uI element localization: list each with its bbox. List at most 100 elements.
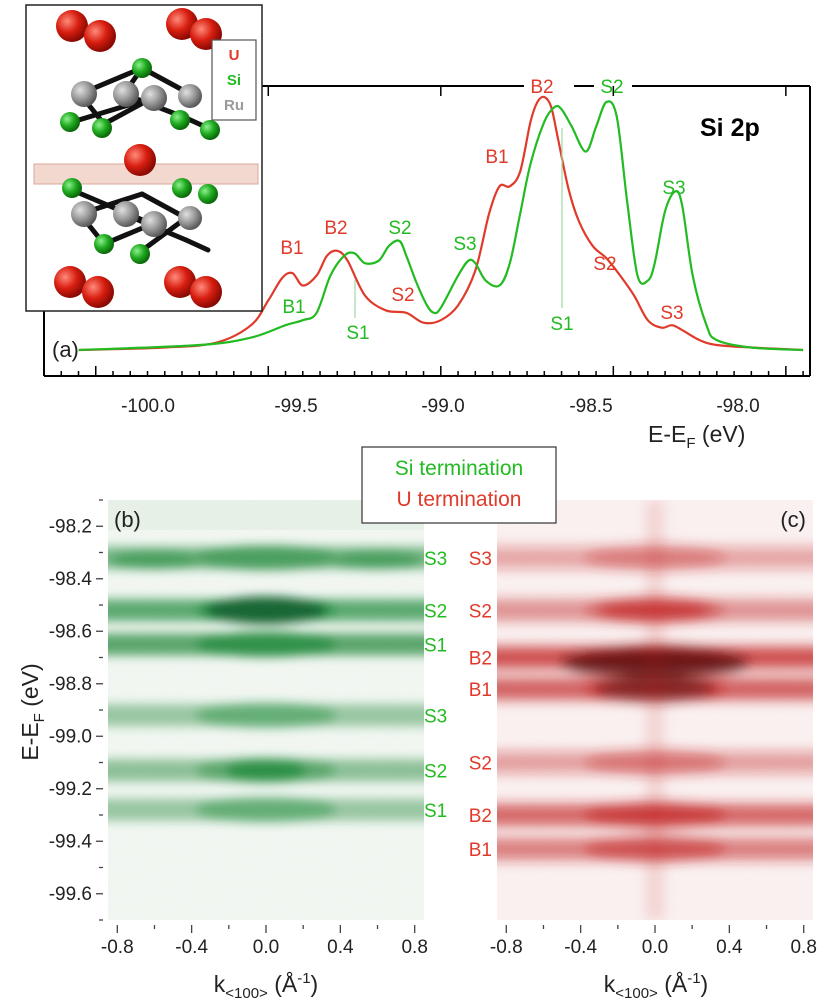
peak-label: S2 <box>388 218 411 239</box>
y-ticks: -98.2 -98.4 -98.6 -98.8 -99.0 -99.2 -99.4 -99.6 <box>49 499 103 921</box>
panel-c: (c) S3 S2 B2 B1 S2 B2 B1 <box>469 500 813 920</box>
panel-a-ticks <box>60 86 804 376</box>
k-label-main: k <box>214 971 226 997</box>
crystal-structure-inset: U Si Ru <box>25 4 263 312</box>
si-atoms <box>60 58 220 264</box>
k-label-sup: -1 <box>687 970 700 987</box>
x-tick-label: -100.0 <box>121 396 175 417</box>
band-label: B2 <box>469 806 492 827</box>
band-label: S3 <box>424 549 447 570</box>
y-axis-label: E-EF (eV) <box>17 663 48 760</box>
k-label-close: ) <box>701 971 709 997</box>
y-tick-label: -98.4 <box>49 569 93 590</box>
x-ticks-c: -0.8 -0.4 0.0 0.4 0.8 <box>490 925 817 958</box>
band-label: S1 <box>424 635 447 656</box>
band-label: S2 <box>469 601 492 622</box>
k-label-unit: (Å <box>658 970 688 997</box>
k-label-main: k <box>604 971 616 997</box>
bottom-axes: -98.2 -98.4 -98.6 -98.8 -99.0 -99.2 -99.4 -99.6… <box>17 499 817 1002</box>
y-tick-label: -98.2 <box>49 516 92 537</box>
x-tick-label: 0.4 <box>327 937 354 958</box>
peak-label: B1 <box>280 238 303 259</box>
panel-label: (c) <box>780 507 806 532</box>
band-label: S1 <box>424 801 447 822</box>
y-tick-label: -98.6 <box>49 621 92 642</box>
peak-label: B1 <box>282 297 305 318</box>
x-tick-label: 0.4 <box>716 937 743 958</box>
peak-label: B2 <box>530 77 553 98</box>
legend-si: Si <box>227 72 241 89</box>
spectrum-title: Si 2p <box>700 114 760 142</box>
panel-b-noise <box>108 500 424 920</box>
panel-a-tick-labels: -100.0 -99.5 -99.0 -98.5 -98.0 <box>121 396 760 417</box>
k-label-sub: <100> <box>225 985 268 1002</box>
band-label: S2 <box>424 601 447 622</box>
termination-legend: Si termination U termination <box>361 446 557 524</box>
peak-label: B2 <box>324 218 347 239</box>
band-label: B2 <box>469 649 492 670</box>
spectrum-curves <box>78 95 804 352</box>
inset-legend-box <box>211 39 257 121</box>
peak-label: S1 <box>550 314 573 335</box>
x-axis-label-b: k<100> (Å-1) <box>214 970 318 1002</box>
x-tick-label: 0.8 <box>401 937 427 958</box>
peak-label: S2 <box>600 77 623 98</box>
k-label-unit: (Å <box>268 970 298 997</box>
peak-label: S1 <box>346 323 369 344</box>
k-label-sup: -1 <box>297 970 310 987</box>
x-axis-label-main: E-E <box>648 421 686 447</box>
peak-label: B1 <box>485 147 508 168</box>
y-tick-label: -99.6 <box>49 884 92 905</box>
peak-label: S3 <box>660 303 683 324</box>
peak-labels: B1 B2 S2 B1 B2 S2 S3 B1 S1 S2 S3 S1 S2 S… <box>280 77 685 344</box>
band-label: S3 <box>424 706 447 727</box>
x-tick-label: -99.5 <box>274 396 317 417</box>
x-tick-label: 0.8 <box>790 937 816 958</box>
x-tick-label: 0.0 <box>253 937 279 958</box>
band-label: B1 <box>469 840 492 861</box>
legend-u-termination: U termination <box>397 488 522 511</box>
k-label-sub: <100> <box>615 985 658 1002</box>
panel-c-noise <box>497 500 813 920</box>
k-label-close: ) <box>311 971 319 997</box>
legend-si-termination: Si termination <box>395 457 523 480</box>
x-tick-label: -98.0 <box>716 396 759 417</box>
x-tick-label: -98.5 <box>569 396 612 417</box>
band-label: S2 <box>424 761 447 782</box>
peak-label: S2 <box>391 285 414 306</box>
si-termination-curve <box>78 100 804 352</box>
panel-a: -100.0 -99.5 -99.0 -98.5 -98.0 E-EF (eV)… <box>43 77 811 452</box>
band-label: S2 <box>469 754 492 775</box>
legend-ru: Ru <box>224 97 244 114</box>
y-tick-label: -99.2 <box>49 779 92 800</box>
panel-b: (b) S3 S2 S1 S3 S2 S1 <box>108 500 447 920</box>
peak-label: S3 <box>662 178 685 199</box>
x-tick-label: -0.8 <box>101 937 134 958</box>
x-axis-label-sub: F <box>686 435 695 452</box>
panel-label: (a) <box>52 337 79 362</box>
y-axis-label-main: E-E <box>17 722 43 760</box>
peak-label: S3 <box>453 234 476 255</box>
y-axis-label-unit: (eV) <box>17 663 43 713</box>
legend-u: U <box>229 47 240 64</box>
x-tick-label: -0.4 <box>175 937 208 958</box>
x-tick-label: -0.8 <box>490 937 523 958</box>
y-tick-label: -98.8 <box>49 674 92 695</box>
x-tick-label: -99.0 <box>421 396 464 417</box>
panel-b-band-labels: S3 S2 S1 S3 S2 S1 <box>424 549 447 822</box>
u-atoms <box>54 8 222 308</box>
x-tick-label: 0.0 <box>642 937 668 958</box>
ru-atoms <box>71 81 202 237</box>
x-axis-label-c: k<100> (Å-1) <box>604 970 708 1002</box>
x-axis-label: E-EF (eV) <box>648 421 745 452</box>
x-axis-label-unit: (eV) <box>696 421 746 447</box>
y-axis-label-sub: F <box>31 713 48 722</box>
panel-c-band-labels: S3 S2 B2 B1 S2 B2 B1 <box>469 549 492 861</box>
y-tick-label: -99.4 <box>49 831 93 852</box>
y-tick-label: -99.0 <box>49 726 92 747</box>
x-ticks-b: -0.8 -0.4 0.0 0.4 0.8 <box>101 925 428 958</box>
peak-label: S2 <box>593 254 616 275</box>
band-label: S3 <box>469 549 492 570</box>
x-tick-label: -0.4 <box>564 937 597 958</box>
